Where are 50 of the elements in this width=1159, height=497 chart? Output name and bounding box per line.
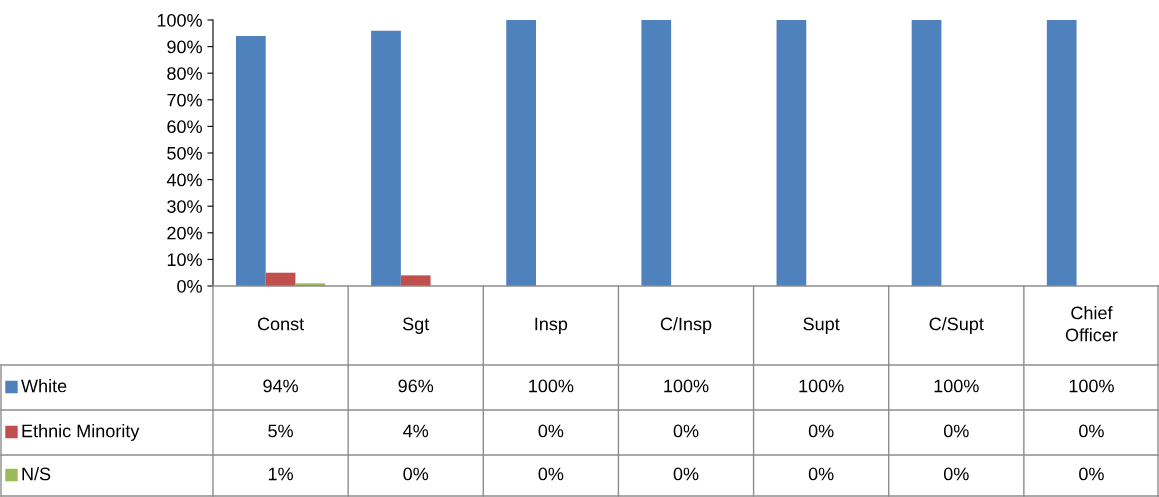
data-label: 0% — [538, 467, 564, 481]
data-label: 0% — [943, 467, 969, 481]
y-tick-label: 50% — [167, 146, 202, 160]
x-tick-label: Sgt — [402, 317, 430, 334]
data-label: 0% — [943, 424, 969, 438]
x-tick-label: Const — [257, 317, 305, 331]
data-label: 100% — [799, 379, 844, 393]
legend-label: Ethnic Minority — [22, 424, 140, 441]
data-label: 94% — [263, 379, 298, 393]
data-label: 100% — [934, 379, 979, 393]
data-label: 100% — [1069, 379, 1114, 393]
data-label: 0% — [808, 467, 834, 481]
x-tick-label: Supt — [803, 317, 840, 334]
data-label: 96% — [398, 379, 434, 393]
bar — [235, 35, 266, 286]
x-tick-label: Chief Officer — [1065, 306, 1118, 342]
y-tick-label: 40% — [166, 173, 202, 187]
data-label: 0% — [673, 424, 699, 438]
data-label: 0% — [1079, 424, 1104, 438]
data-label: 0% — [673, 467, 699, 481]
bar — [911, 20, 942, 286]
y-tick-label: 100% — [157, 13, 202, 27]
y-tick-label: 10% — [167, 253, 202, 267]
data-label: 1% — [268, 467, 293, 481]
data-label: 100% — [664, 379, 709, 393]
legend-label: White — [21, 379, 67, 393]
data-label: 0% — [403, 467, 429, 481]
x-tick-label: Insp — [535, 317, 568, 334]
bar — [371, 30, 401, 286]
bar — [506, 20, 536, 286]
data-label: 0% — [538, 424, 564, 438]
x-tick-label: C/Supt — [929, 317, 984, 334]
y-tick-label: 0% — [177, 279, 202, 293]
bar — [641, 20, 672, 286]
y-tick-label: 60% — [167, 120, 202, 134]
data-label: 100% — [529, 379, 574, 393]
legend-label: N/S — [22, 467, 51, 481]
bar — [1046, 20, 1077, 286]
y-tick-label: 70% — [167, 93, 202, 107]
bar — [776, 20, 807, 286]
data-label: 0% — [1079, 467, 1104, 481]
y-tick-label: 20% — [167, 226, 202, 240]
data-label: 0% — [808, 424, 834, 438]
y-tick-label: 30% — [167, 200, 202, 213]
data-label: 4% — [403, 424, 429, 438]
data-label: 5% — [268, 424, 293, 438]
y-tick-label: 80% — [167, 67, 202, 80]
x-tick-label: C/Insp — [660, 317, 712, 334]
y-tick-label: 90% — [167, 40, 202, 54]
bar — [400, 275, 431, 286]
